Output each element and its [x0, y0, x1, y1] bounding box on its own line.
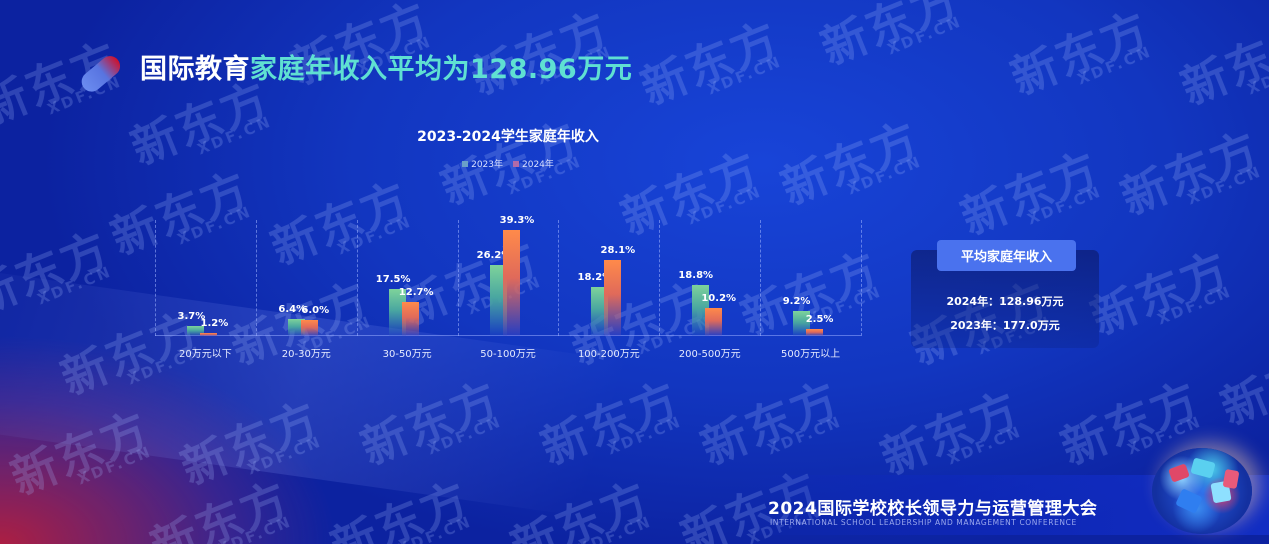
x-axis-category-label: 500万元以上 [781, 349, 841, 360]
category-divider [255, 220, 257, 336]
category-divider [155, 220, 156, 336]
x-axis-category-label: 30-50万元 [382, 349, 432, 360]
bar-2024年 [200, 332, 218, 336]
globe-logo-icon [1152, 448, 1252, 534]
bar-2024年 [301, 319, 319, 336]
bar-value-label: 1.2% [200, 317, 229, 329]
x-axis-category-label: 200-500万元 [678, 349, 741, 360]
legend-label-2023: 2023年 [471, 160, 503, 170]
category-divider [558, 220, 560, 336]
bar-2024年 [502, 229, 520, 336]
bar-value-label: 18.8% [678, 270, 714, 282]
summary-2024: 2024年：128.96万元 [946, 295, 1064, 308]
bar-2024年 [704, 308, 722, 336]
category-divider [659, 220, 661, 336]
bar-value-label: 9.2% [782, 296, 811, 308]
bar-2024年 [603, 260, 621, 336]
x-axis-category-label: 20-30万元 [281, 349, 331, 360]
category-divider [356, 220, 358, 336]
page-header: 国际教育家庭年收入平均为128.96万元 [77, 44, 632, 96]
bar-2024年 [805, 329, 823, 336]
bar-2023年 [590, 286, 608, 336]
category-divider [861, 220, 862, 336]
x-axis-category-label: 100-200万元 [577, 349, 640, 360]
legend-label-2024: 2024年 [522, 160, 554, 170]
category-divider [457, 220, 459, 336]
summary-2023: 2023年：177.0万元 [950, 319, 1060, 332]
bar-2024年 [402, 301, 420, 336]
bar-value-label: 6.4% [278, 303, 307, 315]
bar-group: 17.5% 12.7% [357, 220, 458, 336]
bar-group: 26.2% 39.3% [458, 215, 559, 336]
page-title: 国际教育家庭年收入平均为128.96万元 [140, 47, 632, 86]
legend-swatch-2024 [513, 160, 519, 167]
bar-value-label: 28.1% [600, 245, 636, 257]
category-divider [760, 220, 762, 336]
bar-value-label: 3.7% [177, 311, 206, 323]
title-part-teal: 家庭年收入平均为128.96万元 [250, 53, 633, 85]
bar-value-label: 6.0% [301, 304, 330, 316]
summary-badge: 平均家庭年收入 [937, 240, 1076, 271]
conference-subtitle: INTERNATIONAL SCHOOL LEADERSHIP AND MANA… [770, 518, 1077, 527]
x-axis-category-label: 20万元以下 [179, 349, 232, 360]
bar-value-label: 17.5% [375, 273, 411, 285]
x-axis-category-label: 50-100万元 [480, 349, 536, 360]
bar-group: 9.2% 2.5% [760, 220, 861, 336]
bar-group: 3.7% 1.2% [155, 220, 256, 336]
bar-value-label: 18.2% [577, 271, 613, 283]
bar-2023年 [489, 265, 507, 336]
bar-2023年 [691, 285, 709, 336]
bar-value-label: 2.5% [805, 314, 834, 326]
legend-item-2024: 2024年 [513, 157, 554, 170]
bar-group: 6.4% 6.0% [256, 220, 357, 336]
bar-chart-plot: 3.7% 1.2% 6.4% 6.0% 17.5% 12.7% 26.2% 39.3% 18.2… [155, 215, 862, 336]
bar-group: 18.8% 10.2% [659, 220, 760, 336]
bar-value-label: 39.3% [499, 214, 535, 226]
bar-value-label: 10.2% [701, 293, 737, 305]
bar-group: 18.2% 28.1% [558, 220, 659, 336]
chart-legend: 2023年 2024年 [0, 157, 1016, 170]
bar-2023年 [187, 326, 205, 336]
legend-swatch-2023 [462, 160, 469, 167]
logo-icon [77, 44, 128, 96]
bar-2023年 [288, 318, 306, 336]
chart-title: 2023-2024学生家庭年收入 [417, 129, 599, 145]
bar-value-label: 26.2% [476, 250, 512, 262]
bar-2023年 [389, 288, 407, 336]
title-part-white: 国际教育 [140, 53, 250, 85]
bar-value-label: 12.7% [398, 286, 434, 298]
conference-title: 2024国际学校校长领导力与运营管理大会 [768, 499, 1098, 519]
legend-item-2023: 2023年 [462, 157, 503, 170]
bar-2023年 [792, 311, 810, 336]
